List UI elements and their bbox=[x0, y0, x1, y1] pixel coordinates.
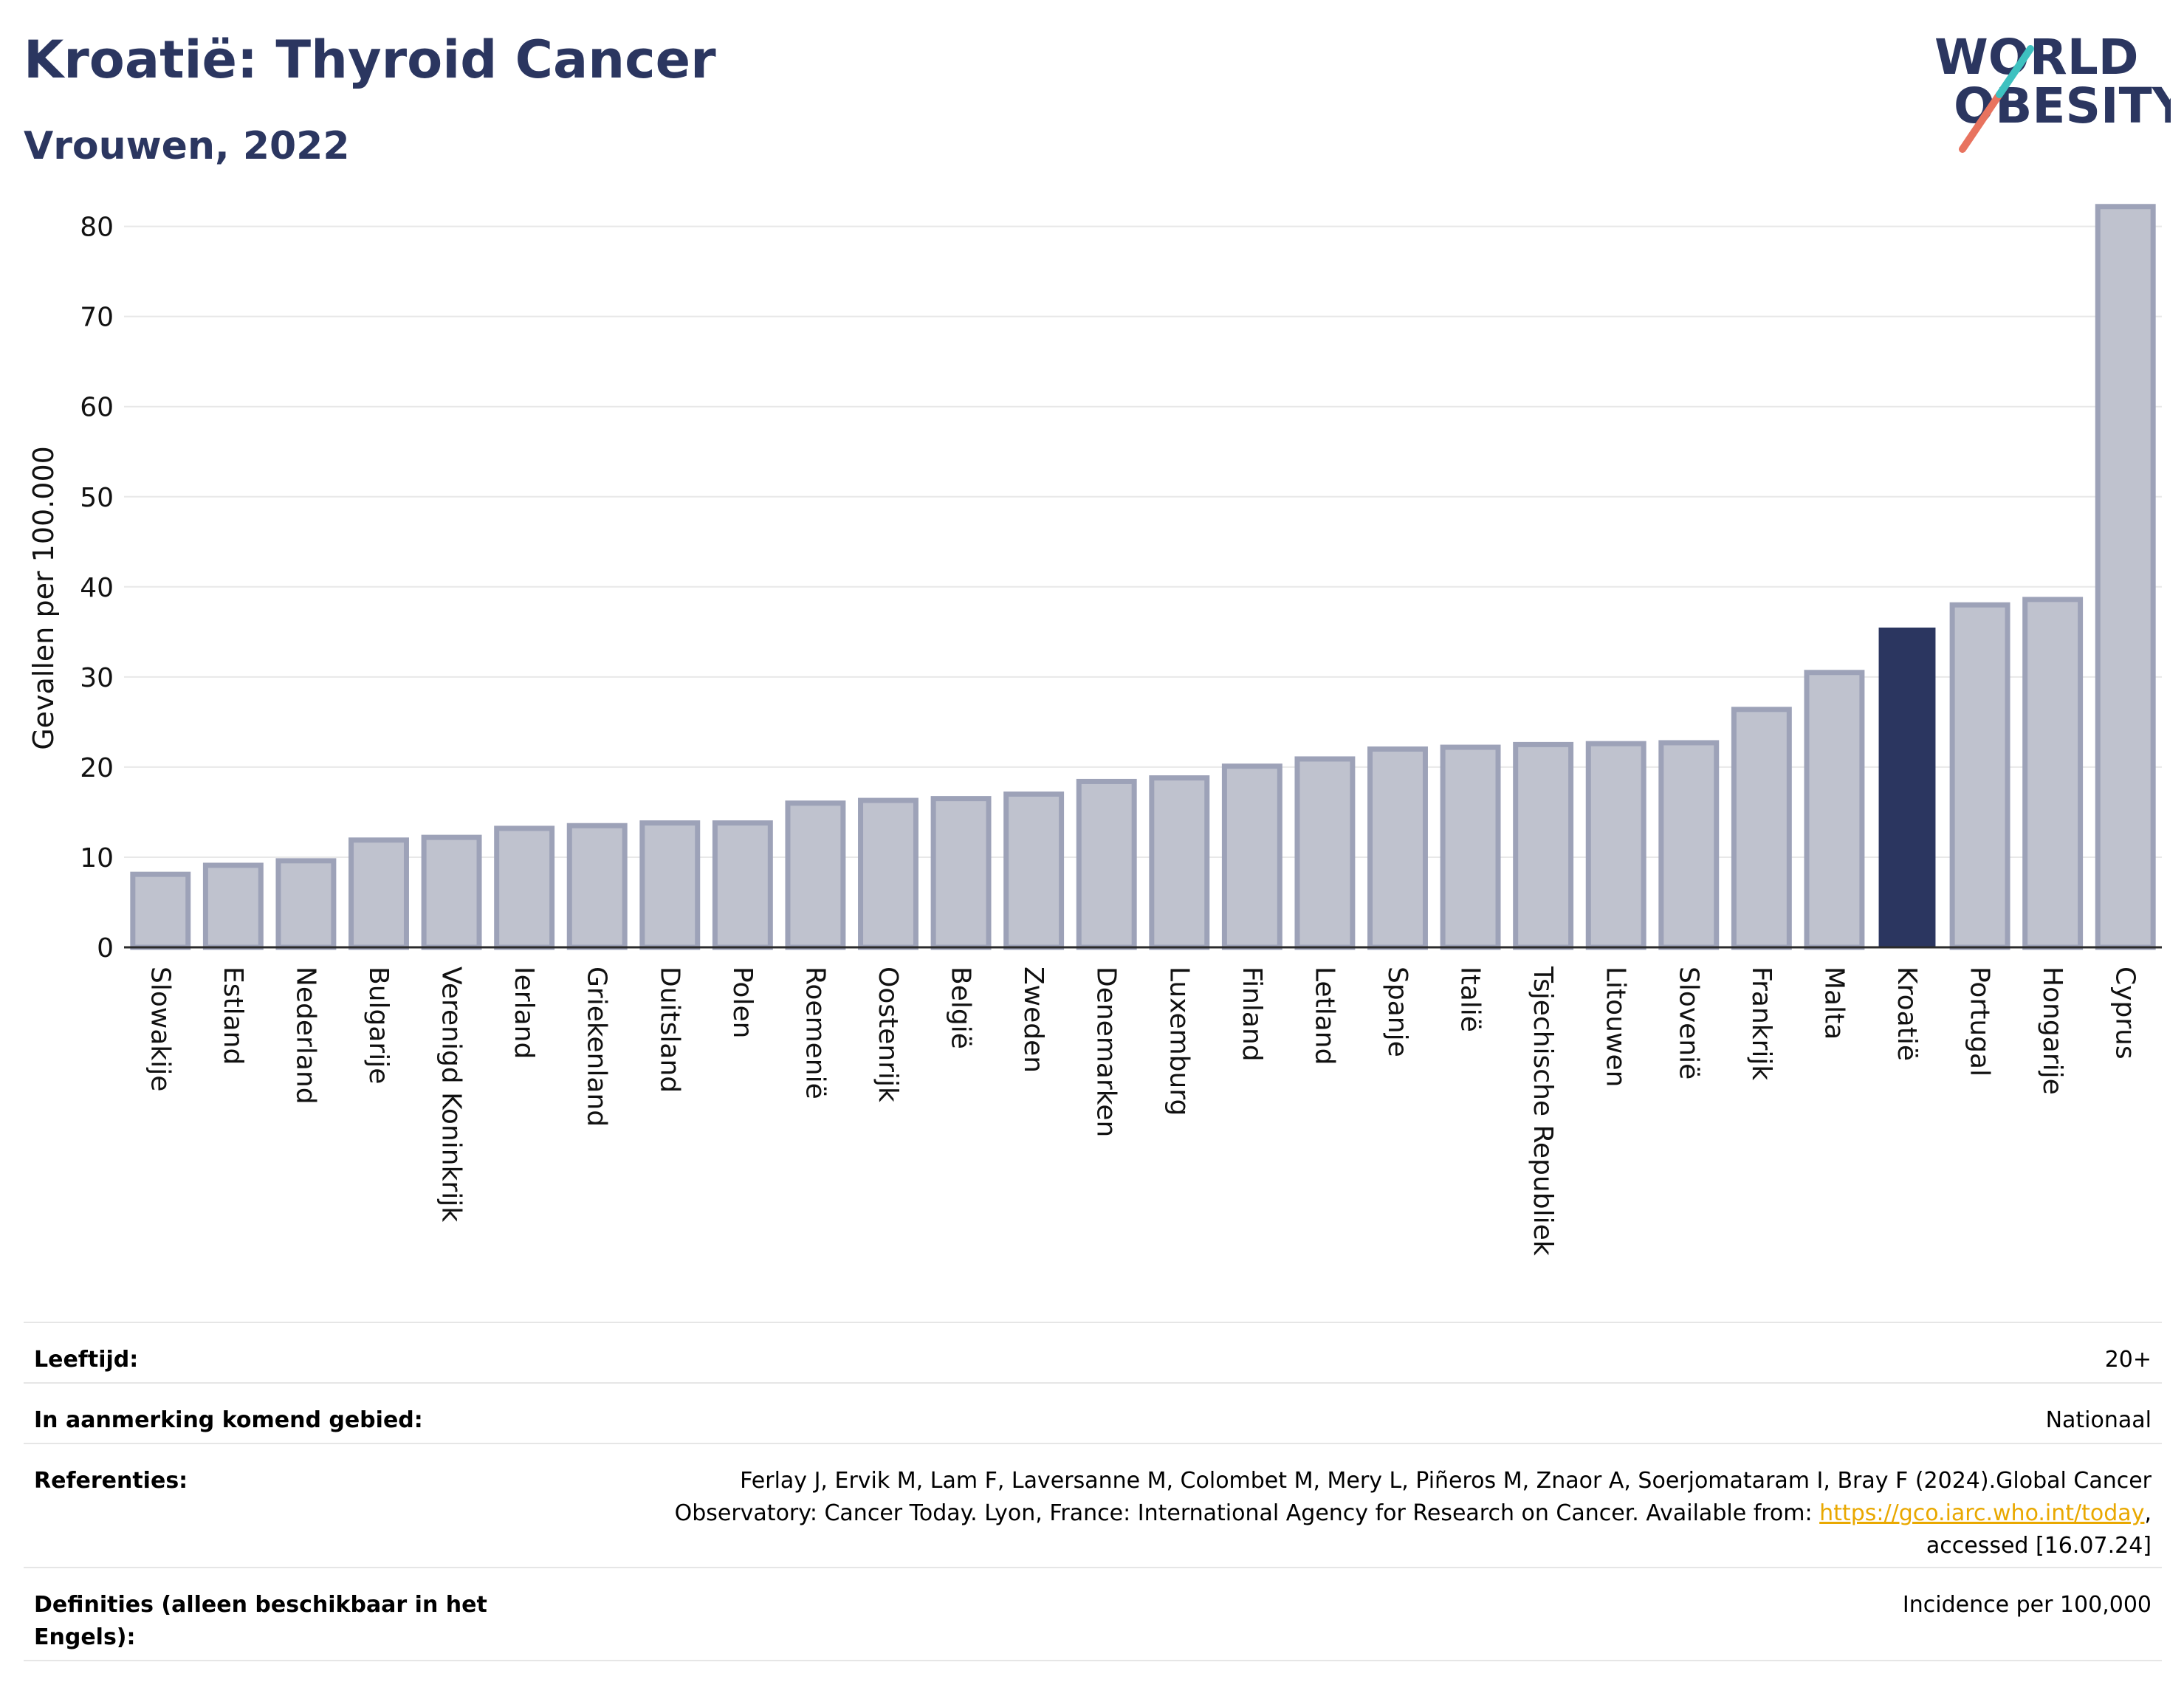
page-subtitle: Vrouwen, 2022 bbox=[24, 124, 350, 168]
y-tick-label: 70 bbox=[80, 303, 114, 333]
y-axis-label: Gevallen per 100.000 bbox=[27, 446, 60, 750]
x-tick-label: Denemarken bbox=[1091, 967, 1122, 1137]
logo-slash-red bbox=[1959, 91, 2003, 153]
x-tick-label: Slovenië bbox=[1673, 967, 1703, 1079]
x-tick-label: Tsjechische Republiek bbox=[1528, 966, 1558, 1256]
x-tick-label: Roemenië bbox=[800, 967, 830, 1099]
meta-label-area: In aanmerking komend gebied: bbox=[34, 1407, 423, 1433]
y-tick-label: 60 bbox=[80, 393, 114, 423]
x-tick-label: Griekenland bbox=[582, 967, 612, 1127]
x-tick-label: Slowakije bbox=[145, 967, 175, 1091]
y-tick-label: 0 bbox=[97, 933, 114, 964]
bar-duitsland bbox=[639, 820, 701, 950]
x-tick-label: Spanje bbox=[1382, 967, 1412, 1057]
bar-slowakije bbox=[130, 871, 191, 950]
meta-label-references: Referenties: bbox=[34, 1468, 188, 1494]
bar-frankrijk bbox=[1731, 707, 1792, 950]
x-tick-label: Italië bbox=[1455, 967, 1486, 1032]
x-tick-label: Ierland bbox=[509, 967, 539, 1059]
y-tick-label: 80 bbox=[80, 213, 114, 243]
x-tick-label: Portugal bbox=[1965, 967, 1995, 1077]
reference-link[interactable]: https://gco.iarc.who.int/today bbox=[1819, 1500, 2145, 1526]
logo-text-world: WORLD bbox=[1934, 29, 2139, 86]
bar-portugal bbox=[1949, 602, 2010, 950]
x-tick-label: Finland bbox=[1237, 967, 1267, 1062]
y-tick-label: 10 bbox=[80, 843, 114, 873]
x-tick-label: Estland bbox=[218, 967, 248, 1065]
x-tick-label: Oostenrijk bbox=[873, 967, 903, 1102]
x-tick-label: Hongarije bbox=[2037, 967, 2067, 1095]
y-axis: 0 10 20 30 40 50 60 70 80 bbox=[80, 213, 114, 964]
meta-label-definitions: Definities (alleen beschikbaar in het En… bbox=[34, 1592, 487, 1650]
bar-denemarken bbox=[1076, 778, 1137, 950]
page-title: Kroatië: Thyroid Cancer bbox=[24, 30, 716, 90]
logo-slash-teal bbox=[1996, 45, 2034, 98]
x-tick-label: Zweden bbox=[1018, 967, 1048, 1073]
bar-spanje bbox=[1367, 746, 1428, 950]
meta-row-area: In aanmerking komend gebied: Nationaal bbox=[24, 1382, 2162, 1444]
bar-bulgarije bbox=[348, 837, 409, 950]
x-axis: Slowakije Estland Nederland Bulgarije Vereni… bbox=[124, 946, 2162, 1256]
bar-chart: 0 10 20 30 40 50 60 70 80 Slowakije Estland Nederl… bbox=[27, 204, 2162, 1256]
x-tick-label: Cyprus bbox=[2110, 967, 2140, 1060]
bar-verenigd-koninkrijk bbox=[421, 834, 482, 950]
reference-accessed: , accessed [16.07.24] bbox=[1926, 1500, 2152, 1559]
x-tick-label: Litouwen bbox=[1601, 967, 1631, 1087]
bar-ierland bbox=[494, 825, 555, 950]
bar-cyprus bbox=[2095, 204, 2156, 950]
bar-belgië bbox=[930, 796, 992, 950]
x-tick-label: Luxemburg bbox=[1164, 967, 1194, 1116]
x-tick-label: Kroatië bbox=[1892, 967, 1922, 1061]
bar-oostenrijk bbox=[858, 797, 918, 950]
y-tick-label: 50 bbox=[80, 483, 114, 513]
bar-zweden bbox=[1003, 792, 1065, 950]
y-tick-label: 30 bbox=[80, 663, 114, 693]
bar-polen bbox=[712, 820, 773, 950]
bar-litouwen bbox=[1585, 741, 1646, 950]
reference-text: Ferlay J, Ervik M, Lam F, Laversanne M, … bbox=[674, 1468, 2152, 1526]
bar-italië bbox=[1440, 744, 1501, 950]
meta-row-references: Referenties: Ferlay J, Ervik M, Lam F, L… bbox=[24, 1443, 2162, 1568]
y-tick-label: 20 bbox=[80, 753, 114, 783]
meta-value-area: Nationaal bbox=[2045, 1407, 2152, 1433]
x-tick-label: Letland bbox=[1309, 967, 1339, 1065]
bar-roemenië bbox=[785, 800, 846, 950]
bar-griekenland bbox=[566, 823, 628, 950]
world-obesity-logo: WORLD OBESITY bbox=[1934, 29, 2171, 153]
bar-slovenië bbox=[1658, 740, 1720, 950]
bar-letland bbox=[1294, 756, 1356, 950]
bar-malta bbox=[1804, 670, 1865, 950]
meta-value-definitions: Incidence per 100,000 bbox=[1902, 1592, 2152, 1618]
x-tick-label: Duitsland bbox=[654, 967, 684, 1093]
chart-bars bbox=[130, 204, 2156, 950]
bar-finland bbox=[1221, 763, 1282, 950]
bar-kroatië bbox=[1878, 627, 1936, 948]
meta-row-age: Leeftijd: 20+ bbox=[24, 1322, 2162, 1384]
x-tick-label: Frankrijk bbox=[1746, 967, 1776, 1080]
meta-label-age: Leeftijd: bbox=[34, 1347, 139, 1373]
bar-estland bbox=[202, 862, 264, 950]
meta-value-age: 20+ bbox=[2104, 1347, 2152, 1373]
x-tick-label: België bbox=[946, 967, 976, 1049]
x-tick-label: Verenigd Koninkrijk bbox=[436, 967, 467, 1222]
x-tick-label: Nederland bbox=[290, 967, 320, 1105]
x-tick-label: Bulgarije bbox=[363, 967, 394, 1084]
y-tick-label: 40 bbox=[80, 573, 114, 603]
bar-tsjechische-republiek bbox=[1513, 741, 1574, 950]
bar-nederland bbox=[275, 858, 337, 950]
meta-value-references: Ferlay J, Ervik M, Lam F, Laversanne M, … bbox=[601, 1465, 2152, 1562]
bar-hongarije bbox=[2022, 597, 2084, 950]
x-tick-label: Malta bbox=[1819, 967, 1849, 1040]
meta-row-definitions: Definities (alleen beschikbaar in het En… bbox=[24, 1567, 2162, 1661]
x-tick-label: Polen bbox=[727, 967, 758, 1038]
bar-luxemburg bbox=[1149, 775, 1210, 950]
